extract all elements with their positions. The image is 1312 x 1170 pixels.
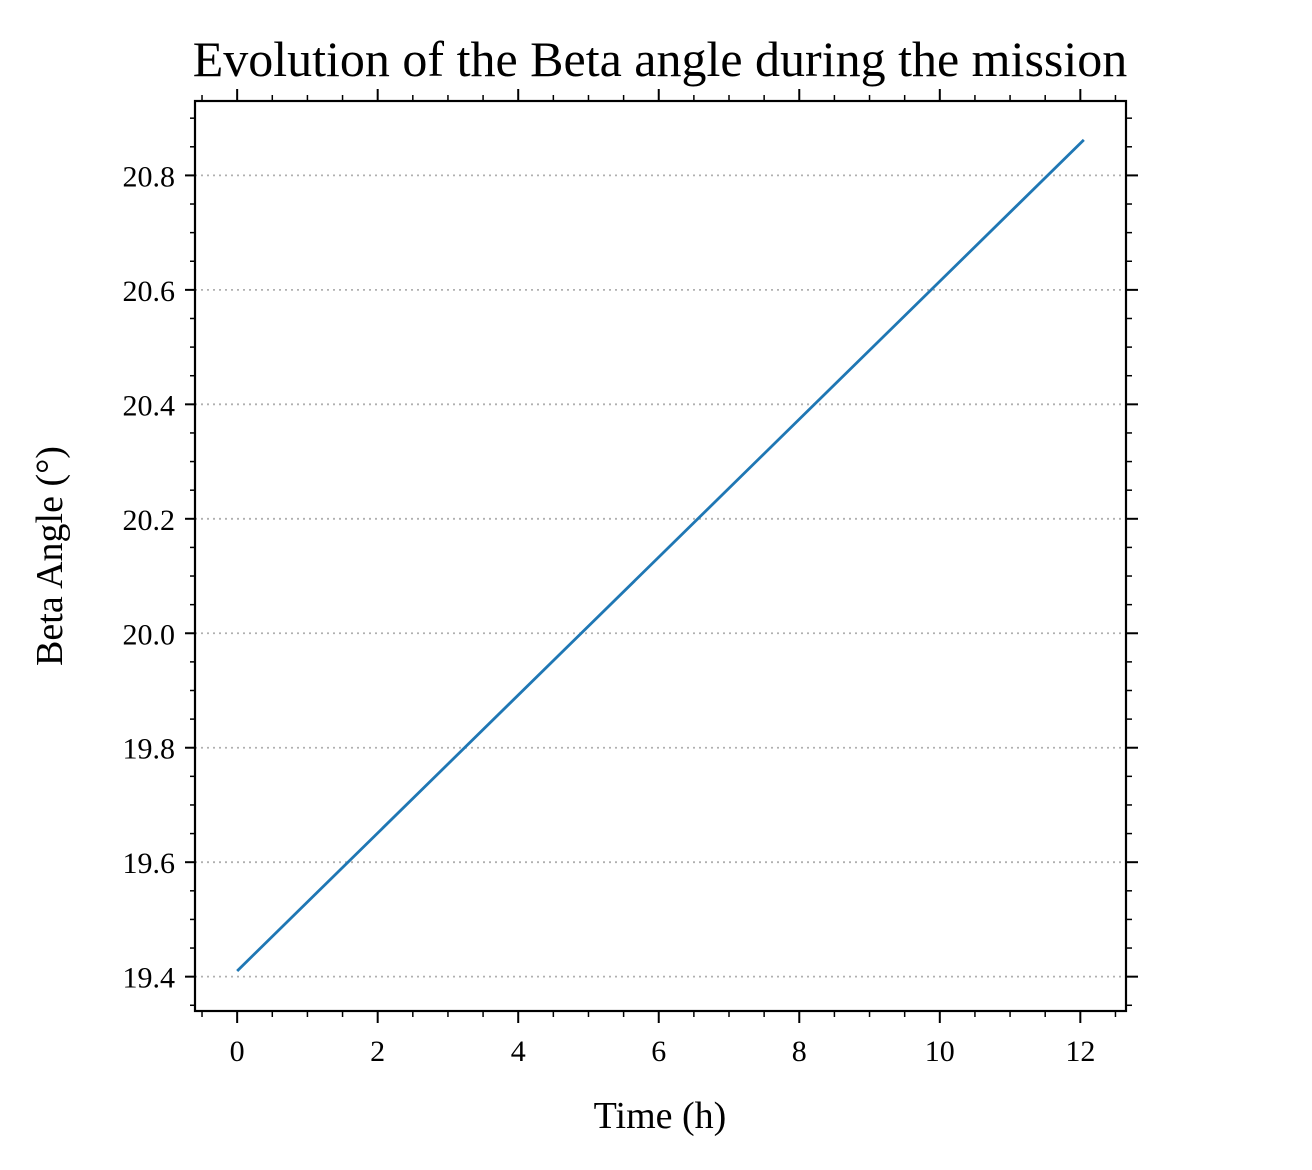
y-tick-label: 20.2 (123, 504, 176, 537)
x-tick-label: 0 (230, 1035, 245, 1068)
x-tick-label: 6 (651, 1035, 666, 1068)
y-tick-label: 20.8 (123, 160, 176, 193)
x-tick-label: 12 (1065, 1035, 1095, 1068)
axis-ticks: 19.4 19.6 19.8 20.0 20.2 20.4 20.6 20.8 0 2 4 6 8 10 1… (123, 89, 1138, 1068)
plot-frame (193, 99, 1128, 1013)
x-axis-label: Time (h) (594, 1095, 727, 1137)
grid-lines (195, 174, 1126, 978)
y-tick-label: 19.4 (123, 962, 176, 995)
y-tick-label: 20.4 (123, 389, 176, 422)
x-tick-label: 4 (511, 1035, 526, 1068)
x-tick-label: 2 (370, 1035, 385, 1068)
y-tick-label: 20.6 (123, 275, 176, 308)
series-line (236, 138, 1085, 972)
y-tick-label: 19.8 (123, 733, 176, 766)
x-tick-label: 8 (792, 1035, 807, 1068)
series-layer (236, 138, 1085, 972)
x-tick-label: 10 (925, 1035, 955, 1068)
y-tick-label: 20.0 (123, 618, 176, 651)
chart-title: Evolution of the Beta angle during the m… (193, 31, 1128, 87)
y-tick-label: 19.6 (123, 847, 176, 880)
y-axis-label: Beta Angle (°) (29, 446, 71, 666)
